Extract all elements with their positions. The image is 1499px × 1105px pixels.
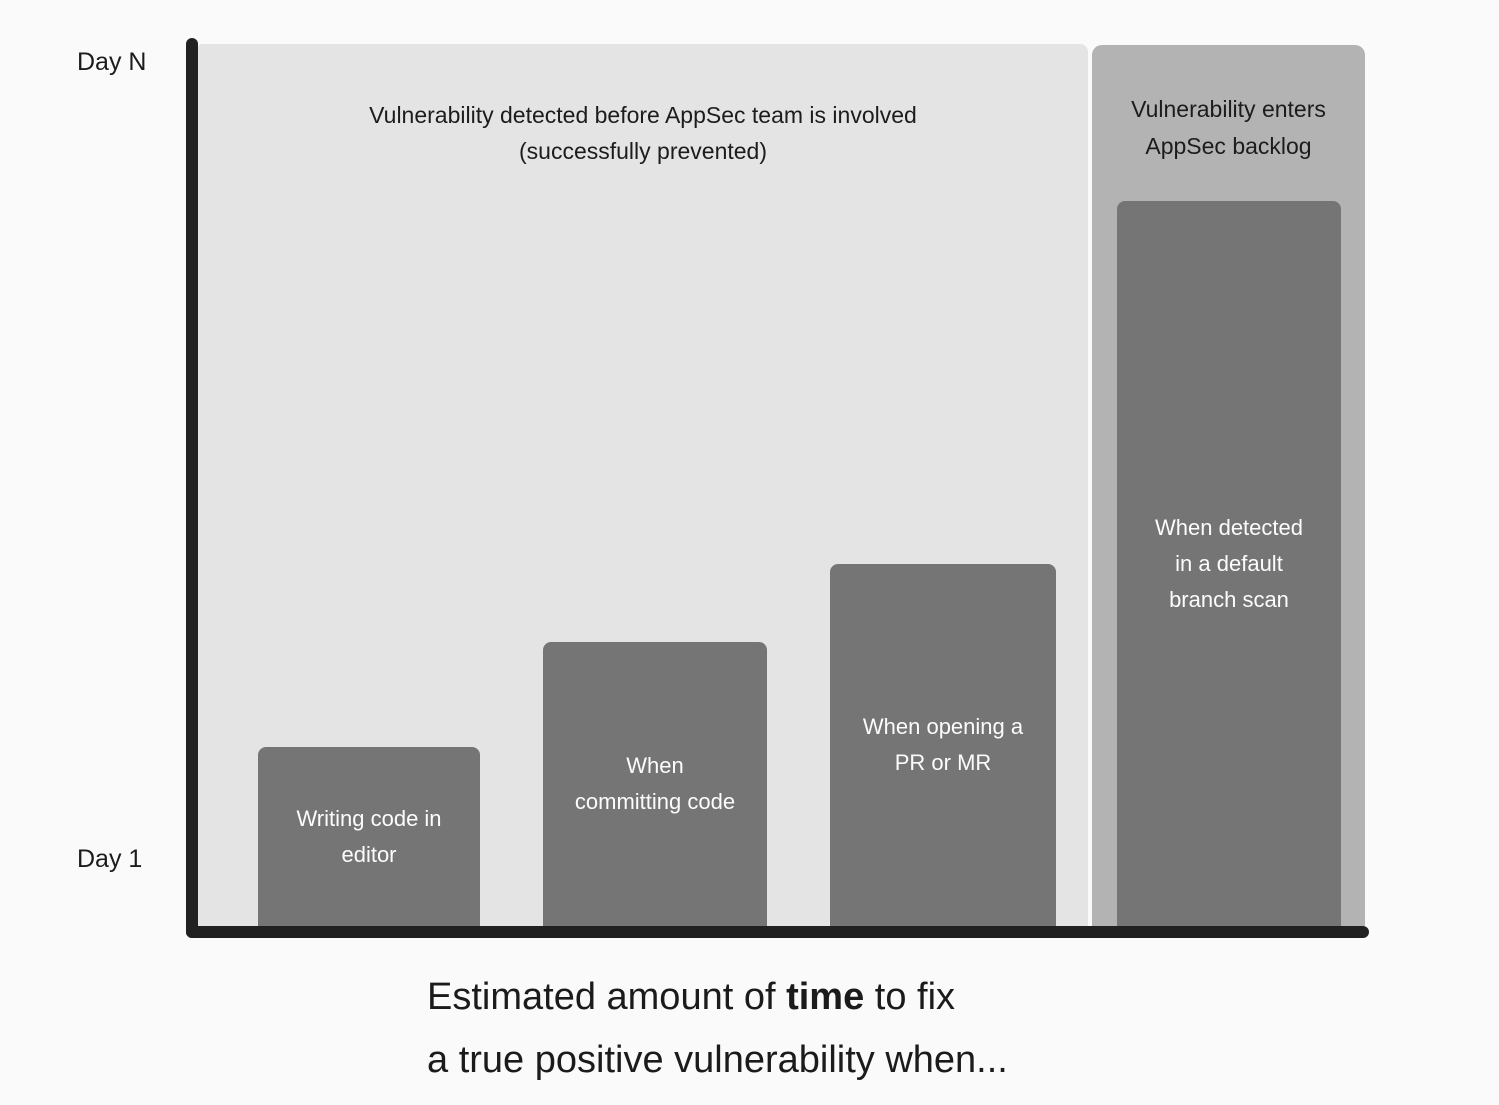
prevented-region-title: Vulnerability detected before AppSec tea… (198, 97, 1088, 169)
x-axis-line (186, 926, 1369, 938)
bar-label-line: Writing code in (296, 805, 442, 831)
bar-label: When opening a PR or MR (830, 709, 1056, 781)
y-axis-label-day-1: Day 1 (77, 845, 143, 873)
backlog-region-title-line1: Vulnerability enters (1131, 96, 1326, 122)
bar-label: When detected in a default branch scan (1117, 510, 1341, 618)
bar-label-line: PR or MR (894, 750, 992, 775)
caption-text: Estimated amount of (427, 976, 787, 1018)
bar-label-line: in a default (1175, 550, 1283, 576)
bar-label-line: When (626, 753, 684, 778)
bar-when-committing-code: When committing code (543, 642, 767, 926)
bar-when-opening-pr-or-mr: When opening a PR or MR (830, 564, 1056, 926)
bar-label: Writing code in editor (258, 801, 480, 873)
bar-label-line: editor (341, 841, 397, 867)
prevented-region-title-line1: Vulnerability detected before AppSec tea… (369, 102, 917, 128)
bar-label: When committing code (543, 748, 767, 820)
chart-caption: Estimated amount of time to fix a true p… (427, 966, 1008, 1092)
bar-when-detected-in-default-branch-scan: When detected in a default branch scan (1117, 201, 1341, 926)
prevented-region-title-line2: (successfully prevented) (519, 138, 767, 164)
caption-text: to fix (864, 976, 956, 1018)
caption-bold-word: time (786, 976, 865, 1018)
chart-caption-line1: Estimated amount of time to fix (427, 966, 1008, 1029)
bar-label-line: branch scan (1169, 586, 1289, 612)
chart-caption-line2: a true positive vulnerability when... (427, 1039, 1008, 1081)
bar-label-line: When detected (1155, 514, 1303, 540)
bar-label-line: When opening a (862, 714, 1024, 739)
backlog-region-title: Vulnerability enters AppSec backlog (1092, 91, 1365, 165)
bar-writing-code-in-editor: Writing code in editor (258, 747, 480, 926)
backlog-region-title-line2: AppSec backlog (1145, 133, 1312, 159)
bar-label-line: committing code (574, 789, 736, 814)
y-axis-label-day-n: Day N (77, 48, 147, 76)
y-axis-line (186, 38, 198, 938)
